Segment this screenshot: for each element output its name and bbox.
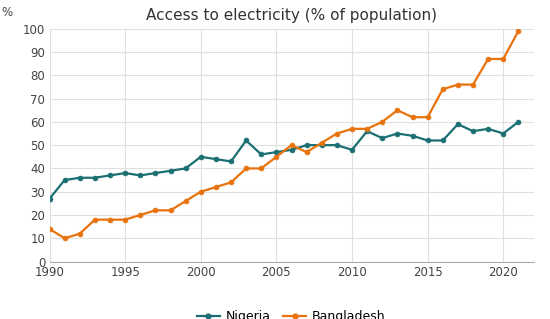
Bangladesh	[515, 29, 521, 33]
Title: Access to electricity (% of population): Access to electricity (% of population)	[146, 8, 437, 23]
Nigeria	[46, 197, 53, 201]
Bangladesh	[409, 115, 416, 119]
Nigeria	[258, 152, 265, 156]
Bangladesh	[258, 167, 265, 170]
Nigeria	[304, 143, 310, 147]
Bangladesh	[304, 150, 310, 154]
Line: Bangladesh: Bangladesh	[47, 29, 521, 241]
Bangladesh	[394, 108, 400, 112]
Text: %: %	[1, 6, 12, 19]
Nigeria	[61, 178, 68, 182]
Bangladesh	[107, 218, 113, 222]
Nigeria	[364, 129, 371, 133]
Bangladesh	[318, 141, 325, 145]
Bangladesh	[243, 167, 250, 170]
Nigeria	[409, 134, 416, 138]
Bangladesh	[167, 208, 174, 212]
Bangladesh	[439, 87, 446, 91]
Nigeria	[273, 150, 279, 154]
Bangladesh	[152, 208, 158, 212]
Bangladesh	[273, 155, 279, 159]
Nigeria	[485, 127, 492, 131]
Nigeria	[167, 169, 174, 173]
Bangladesh	[454, 83, 461, 86]
Nigeria	[425, 138, 431, 142]
Bangladesh	[183, 199, 189, 203]
Nigeria	[515, 120, 521, 124]
Nigeria	[379, 136, 386, 140]
Bangladesh	[364, 127, 371, 131]
Nigeria	[349, 148, 355, 152]
Bangladesh	[500, 57, 507, 61]
Bangladesh	[425, 115, 431, 119]
Nigeria	[228, 160, 234, 163]
Bangladesh	[288, 143, 295, 147]
Bangladesh	[379, 120, 386, 124]
Nigeria	[197, 155, 204, 159]
Nigeria	[91, 176, 98, 180]
Bangladesh	[212, 185, 219, 189]
Bangladesh	[122, 218, 129, 222]
Nigeria	[183, 167, 189, 170]
Bangladesh	[91, 218, 98, 222]
Nigeria	[107, 174, 113, 177]
Nigeria	[333, 143, 340, 147]
Bangladesh	[46, 227, 53, 231]
Bangladesh	[485, 57, 492, 61]
Nigeria	[288, 148, 295, 152]
Bangladesh	[470, 83, 476, 86]
Nigeria	[152, 171, 158, 175]
Nigeria	[318, 143, 325, 147]
Line: Nigeria: Nigeria	[47, 119, 521, 201]
Nigeria	[470, 129, 476, 133]
Nigeria	[243, 138, 250, 142]
Nigeria	[454, 122, 461, 126]
Nigeria	[394, 131, 400, 135]
Nigeria	[122, 171, 129, 175]
Legend: Nigeria, Bangladesh: Nigeria, Bangladesh	[192, 305, 391, 319]
Bangladesh	[76, 232, 83, 235]
Bangladesh	[137, 213, 144, 217]
Nigeria	[76, 176, 83, 180]
Bangladesh	[333, 131, 340, 135]
Bangladesh	[197, 190, 204, 194]
Nigeria	[137, 174, 144, 177]
Nigeria	[500, 131, 507, 135]
Bangladesh	[61, 236, 68, 240]
Nigeria	[439, 138, 446, 142]
Bangladesh	[228, 181, 234, 184]
Nigeria	[212, 157, 219, 161]
Bangladesh	[349, 127, 355, 131]
